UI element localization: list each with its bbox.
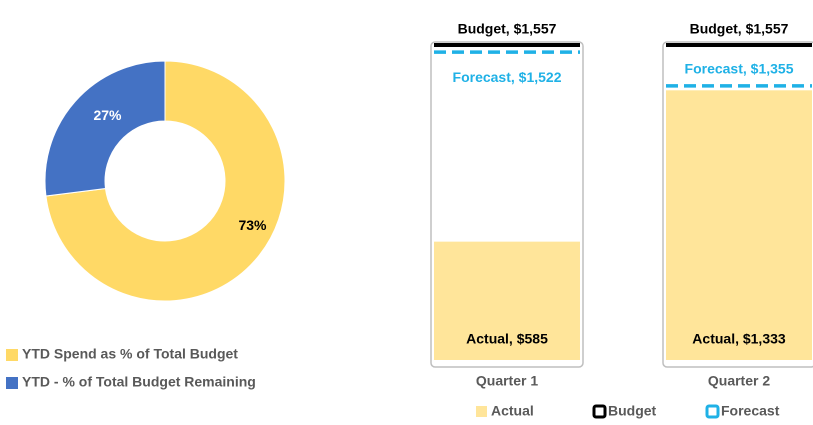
forecast-label: Forecast, $1,522 [453,69,562,85]
actual-label: Actual, $1,333 [692,331,786,347]
legend-label: Budget [608,403,657,419]
donut-slice [45,60,286,302]
budget-label: Budget, $1,557 [458,21,557,37]
legend-label: Actual [491,403,534,419]
legend-swatch [592,404,607,419]
slice-label: 27% [93,107,122,123]
donut-slice [44,60,166,197]
legend-swatch [6,349,18,361]
legend-swatch [476,406,487,417]
bar-frame [662,41,813,368]
actual-bar [666,90,812,360]
legend-swatch [705,404,720,419]
bar-frame [430,41,584,368]
x-tick-label: Quarter 1 [476,373,538,389]
legend-label: YTD Spend as % of Total Budget [22,346,238,362]
budget-label: Budget, $1,557 [690,21,789,37]
x-tick-label: Quarter 2 [708,373,770,389]
legend-label: YTD - % of Total Budget Remaining [22,374,256,390]
legend-label: Forecast [721,403,780,419]
actual-label: Actual, $585 [466,331,548,347]
forecast-label: Forecast, $1,355 [685,61,794,77]
actual-bar [434,241,580,360]
slice-label: 73% [238,217,267,233]
legend-swatch [6,377,18,389]
